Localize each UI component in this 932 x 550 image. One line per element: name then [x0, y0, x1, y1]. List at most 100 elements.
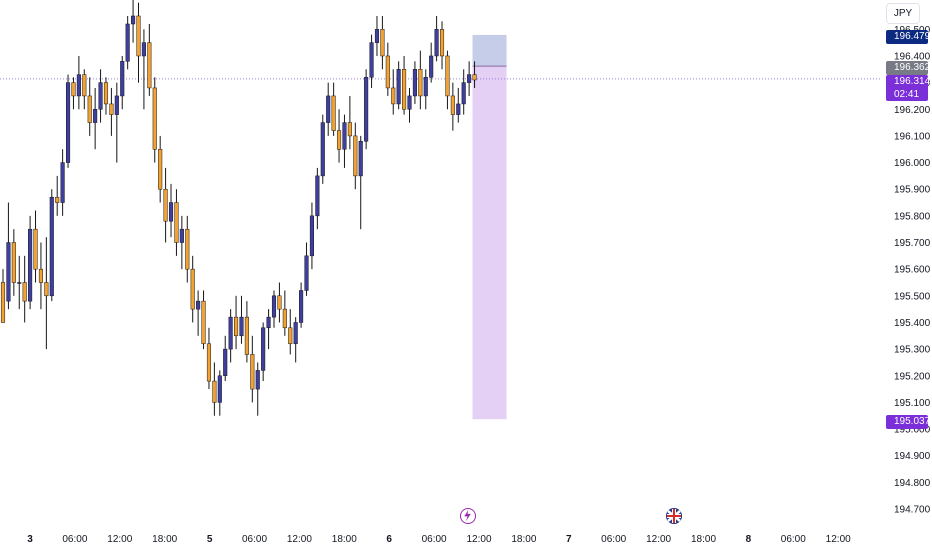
candle-body	[450, 95, 455, 115]
candle-body	[28, 228, 33, 302]
price-tick-label: 195.100	[894, 398, 931, 409]
time-tick-label: 6	[386, 534, 392, 545]
candle-body	[55, 196, 60, 203]
time-tick-label: 12:00	[107, 534, 132, 545]
target-zone	[472, 34, 507, 67]
candle-body	[201, 300, 206, 345]
price-tick-label: 196.100	[894, 131, 931, 142]
stop-zone	[472, 66, 507, 420]
candle-body	[374, 29, 380, 43]
candle-body	[239, 316, 244, 337]
stop-price-tag: 195.037	[886, 415, 930, 429]
time-tick-label: 5	[207, 534, 213, 545]
candle-body	[65, 82, 71, 163]
candle-body	[98, 82, 103, 110]
candle-body	[467, 74, 472, 83]
candle-body	[261, 327, 266, 371]
candle-body	[347, 122, 352, 137]
time-tick-label: 06:00	[781, 534, 806, 545]
candle-body	[293, 322, 298, 345]
candle-body	[369, 42, 374, 78]
candle-body	[103, 82, 109, 105]
candle-body	[212, 380, 217, 403]
currency-button[interactable]: JPY	[886, 3, 920, 24]
candle-body	[244, 316, 249, 355]
candle-body	[266, 316, 271, 329]
candle-body	[158, 148, 163, 190]
candle-body	[125, 23, 130, 62]
price-tick-label: 194.800	[894, 478, 931, 489]
candle-body	[434, 29, 439, 57]
candle-body	[461, 82, 466, 105]
candle-body	[412, 69, 417, 97]
candle-body	[282, 308, 287, 329]
candle-body	[163, 188, 168, 222]
candle-body	[429, 55, 434, 78]
candle-body	[315, 175, 320, 217]
time-tick-label: 18:00	[511, 534, 536, 545]
candle-body	[38, 268, 43, 283]
time-tick-label: 06:00	[242, 534, 267, 545]
candle-body	[439, 29, 445, 57]
price-tick-label: 195.200	[894, 371, 931, 382]
time-axis[interactable]: 3 06:00 12:00 18:00 5 06:00 12:00 18:00 6 06:00 12…	[27, 534, 851, 545]
candle-body	[22, 282, 27, 302]
candle-body	[136, 15, 141, 57]
candle-body	[456, 103, 461, 115]
candles	[0, 0, 477, 416]
time-tick-label: 18:00	[152, 534, 177, 545]
price-tick-label: 195.700	[894, 238, 931, 249]
bar-countdown: 02:41	[894, 89, 920, 100]
price-tick-label: 194.700	[894, 505, 931, 516]
candle-body	[131, 15, 136, 25]
price-tick-label: 196.000	[894, 158, 931, 169]
candle-body	[271, 295, 277, 318]
price-tick-label: 194.900	[894, 451, 931, 462]
price-tick-label: 195.900	[894, 185, 931, 196]
candle-body	[336, 130, 342, 150]
candle-body	[320, 122, 325, 177]
candle-body	[364, 77, 369, 142]
time-tick-label: 8	[746, 534, 752, 545]
candle-body	[93, 109, 98, 123]
candle-body	[277, 295, 282, 310]
candle-body	[152, 87, 157, 150]
candle-body	[472, 74, 477, 81]
lightning-icon[interactable]	[460, 508, 476, 524]
candle-body	[255, 370, 260, 390]
time-tick-label: 12:00	[287, 534, 312, 545]
candle-body	[71, 82, 76, 97]
candle-body	[407, 95, 412, 110]
time-tick-label: 06:00	[422, 534, 447, 545]
candle-body	[391, 87, 396, 105]
time-tick-label: 06:00	[601, 534, 626, 545]
candle-body	[358, 140, 363, 177]
candle-body	[174, 202, 179, 243]
price-tick-label: 196.200	[894, 105, 931, 116]
candle-body	[82, 74, 87, 97]
time-tick-label: 12:00	[826, 534, 851, 545]
price-tick-label: 195.500	[894, 291, 931, 302]
candle-body	[304, 255, 309, 291]
candle-body	[445, 55, 450, 97]
candle-body	[288, 327, 293, 345]
uk-flag-icon[interactable]	[666, 508, 682, 524]
candle-body	[76, 74, 81, 97]
candle-body	[120, 61, 125, 97]
candle-body	[60, 162, 65, 203]
candle-body	[309, 215, 314, 257]
price-tick-label: 195.000	[894, 425, 931, 436]
price-tick-label: 195.800	[894, 211, 931, 222]
target-price-tag: 196.479	[886, 30, 930, 44]
candle-body	[147, 42, 152, 89]
candle-body	[196, 300, 201, 310]
candle-body	[114, 95, 119, 115]
position-zones	[472, 34, 507, 420]
candle-body	[228, 316, 233, 350]
candle-body	[396, 69, 401, 105]
candle-body	[418, 69, 423, 97]
time-tick-label: 18:00	[332, 534, 357, 545]
candle-body	[385, 55, 390, 89]
